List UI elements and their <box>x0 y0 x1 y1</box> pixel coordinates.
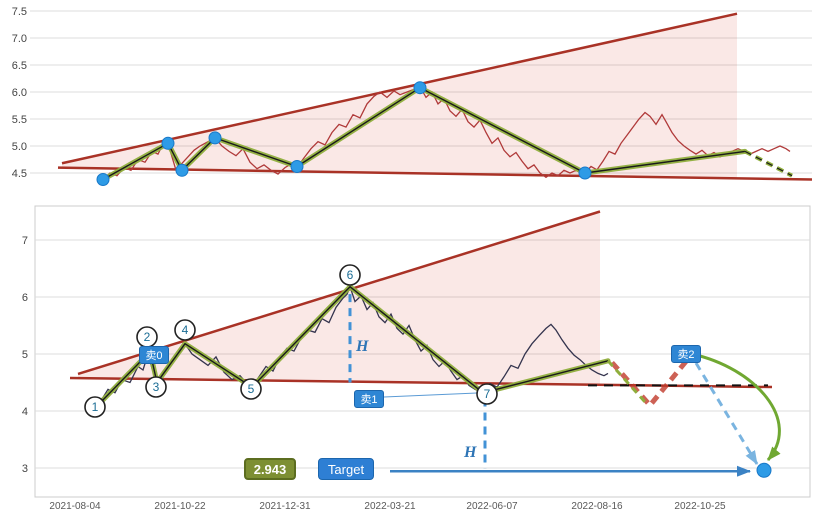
bottom-ytick-label: 7 <box>22 235 28 247</box>
bottom-xtick-label: 2021-12-31 <box>259 501 311 512</box>
top-pivot-dot[interactable] <box>208 131 222 145</box>
target-value-box[interactable]: 2.943 <box>244 458 296 480</box>
projection-blue-arrow <box>694 362 759 465</box>
top-ytick-label: 5.0 <box>12 141 27 153</box>
bottom-xtick-label: 2022-06-07 <box>466 501 518 512</box>
sell-marker-2[interactable]: 卖2 <box>671 345 701 363</box>
target-button[interactable]: Target <box>318 458 374 480</box>
pivot-number-3: 3 <box>153 380 160 394</box>
projection-green-curve <box>691 352 781 461</box>
pivot-circle-1[interactable] <box>84 396 106 418</box>
bottom-ytick-label: 4 <box>22 406 28 418</box>
top-upper-trendline <box>61 12 738 165</box>
pivot-circle-5[interactable] <box>240 378 262 400</box>
bottom-ytick-label: 5 <box>22 349 28 361</box>
bottom-ytick-label: 3 <box>22 463 28 475</box>
top-zigzag-dashed-core <box>744 150 793 177</box>
top-ytick-label: 6.5 <box>12 60 27 72</box>
top-pivot-dot[interactable] <box>290 160 304 173</box>
h-measure-label-2: H <box>464 444 477 461</box>
pivot-number-1: 1 <box>92 400 99 414</box>
top-pivot-dot[interactable] <box>413 81 427 95</box>
top-wedge-fill <box>62 13 737 179</box>
top-ytick-label: 7.0 <box>12 33 27 45</box>
bottom-zigzag-dashed-tail <box>606 359 650 407</box>
bottom-ytick-label: 6 <box>22 292 28 304</box>
top-ytick-label: 7.5 <box>12 6 27 18</box>
pivot-circle-7[interactable] <box>476 383 498 405</box>
sell1-connector-line <box>383 392 478 398</box>
pivot-circle-3[interactable] <box>145 376 167 398</box>
pivot-number-2: 2 <box>144 330 151 344</box>
top-ytick-label: 6.0 <box>12 87 27 99</box>
sell-marker-0[interactable]: 卖0 <box>139 346 169 364</box>
pivot-number-7: 7 <box>484 387 491 401</box>
sell-marker-1[interactable]: 卖1 <box>354 390 384 408</box>
bottom-xtick-label: 2022-03-21 <box>364 501 416 512</box>
top-pivot-dot[interactable] <box>578 166 592 180</box>
pivot-circle-6[interactable] <box>339 264 361 286</box>
h-measure-label-1: H <box>356 338 369 355</box>
projection-red-zigzag <box>610 359 688 408</box>
pivot-number-4: 4 <box>182 323 189 337</box>
pivot-number-6: 6 <box>347 268 354 282</box>
pivot-number-5: 5 <box>248 382 255 396</box>
top-pivot-dot[interactable] <box>161 136 175 150</box>
bottom-xtick-label: 2022-10-25 <box>674 501 726 512</box>
top-ytick-label: 4.5 <box>12 168 27 180</box>
top-ytick-label: 5.5 <box>12 114 27 126</box>
top-pivot-dot[interactable] <box>175 163 189 177</box>
bottom-plot-border <box>34 205 811 498</box>
top-pivot-dot[interactable] <box>96 173 110 186</box>
pivot-circle-4[interactable] <box>174 319 196 341</box>
bottom-xtick-label: 2021-10-22 <box>154 501 206 512</box>
bottom-xtick-label: 2022-08-16 <box>571 501 623 512</box>
bottom-xtick-label: 2021-08-04 <box>49 501 101 512</box>
target-dot[interactable] <box>756 462 772 478</box>
